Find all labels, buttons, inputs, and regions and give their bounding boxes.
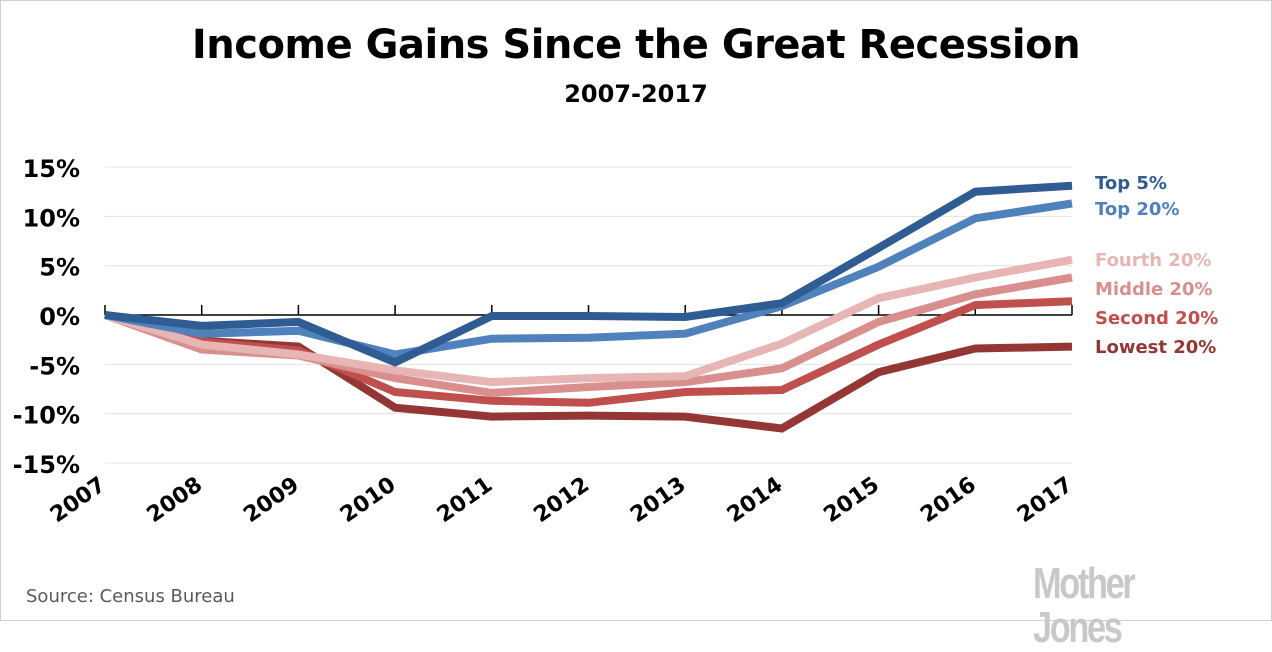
y-tick-label: -10% (13, 402, 80, 430)
series-line-fourth-20 (103, 255, 1073, 387)
chart-title: Income Gains Since the Great Recession (191, 22, 1081, 68)
series-line-top-5 (104, 181, 1073, 367)
chart-subtitle: 2007-2017 (564, 80, 708, 108)
y-axis-labels: 15% 10% 5% 0% -5% -10% -15% (13, 155, 80, 479)
x-tick-label: 2015 (820, 472, 884, 528)
chart-frame (0, 0, 1272, 621)
x-axis-labels: 2007 2008 2009 2010 2011 2012 2013 2014 2015 2016… (46, 472, 1077, 528)
x-tick-label: 2014 (723, 472, 787, 528)
legend-entry: Fourth 20% (1095, 250, 1211, 271)
x-tick-label: 2007 (46, 472, 110, 528)
x-tick-label: 2008 (143, 472, 207, 528)
y-tick-label: -15% (13, 451, 80, 479)
y-tick-label: 15% (23, 155, 80, 183)
mother-jones-logo: Mother Jones (1033, 559, 1136, 652)
x-tick-label: 2016 (916, 472, 980, 528)
legend: Top 5% Top 20% Fourth 20% Middle 20% Second … (1095, 173, 1218, 358)
y-tick-label: 5% (39, 254, 80, 282)
legend-entry: Lowest 20% (1095, 337, 1216, 358)
line-chart: 15%10%5%0%-5%-10%-15% 2007 2008 2009 2010 20… (13, 155, 1219, 528)
x-tick-label: 2017 (1013, 472, 1077, 528)
x-tick-label: 2011 (433, 472, 497, 528)
x-tick-label: 2009 (239, 472, 303, 528)
source-note: Source: Census Bureau (26, 586, 235, 607)
y-tick-label: 10% (23, 204, 80, 232)
x-tick-label: 2010 (336, 472, 400, 528)
series-lines (103, 181, 1073, 433)
legend-entry: Top 20% (1095, 199, 1180, 220)
x-tick-label: 2013 (626, 472, 690, 528)
y-tick-label: 0% (39, 303, 80, 331)
series-line-top-20 (104, 199, 1073, 359)
x-tick-label: 2012 (529, 472, 593, 528)
legend-entry: Middle 20% (1095, 279, 1213, 300)
legend-entry: Second 20% (1095, 308, 1218, 329)
legend-entry: Top 5% (1095, 173, 1167, 194)
y-tick-label: -5% (29, 352, 80, 380)
